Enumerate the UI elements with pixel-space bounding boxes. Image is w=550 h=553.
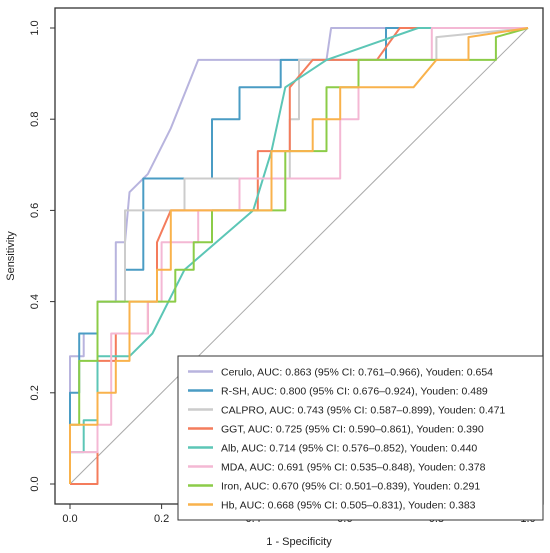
roc-series-line-7 <box>69 27 529 484</box>
roc-series-line-6 <box>69 27 529 484</box>
legend-label-5: MDA, AUC: 0.691 (95% CI: 0.535–0.848), Y… <box>221 462 486 474</box>
legend-box <box>177 355 544 521</box>
roc-series-line-4 <box>69 27 528 484</box>
y-tick-label: 1.0 <box>29 20 41 35</box>
series-layer <box>69 27 529 485</box>
y-tick-label: 0.8 <box>29 112 41 127</box>
y-tick-label: 0.6 <box>29 203 41 218</box>
y-tick-label: 0.4 <box>29 294 41 309</box>
legend: Cerulo, AUC: 0.863 (95% CI: 0.761–0.966)… <box>177 355 544 521</box>
roc-series-line-1 <box>69 27 528 484</box>
reference-diagonal-line <box>69 27 529 485</box>
legend-label-1: R-SH, AUC: 0.800 (95% CI: 0.676–0.924), … <box>221 386 488 398</box>
legend-label-0: Cerulo, AUC: 0.863 (95% CI: 0.761–0.966)… <box>221 367 493 379</box>
y-axis-title: Sensitivity <box>5 231 17 281</box>
reference-layer <box>69 27 529 485</box>
x-tick-label: 0.0 <box>62 513 77 525</box>
y-tick-label: 0.2 <box>29 385 41 400</box>
legend-label-6: Iron, AUC: 0.670 (95% CI: 0.501–0.839), … <box>221 481 480 493</box>
x-axis-title: 1 - Specificity <box>266 536 332 548</box>
roc-series-line-0 <box>69 27 528 484</box>
y-tick-label: 0.0 <box>29 476 41 491</box>
legend-label-2: CALPRO, AUC: 0.743 (95% CI: 0.587–0.899)… <box>221 405 505 417</box>
legend-label-7: Hb, AUC: 0.668 (95% CI: 0.505–0.831), Yo… <box>221 500 476 512</box>
legend-label-4: Alb, AUC: 0.714 (95% CI: 0.576–0.852), Y… <box>221 443 477 455</box>
x-tick-label: 0.2 <box>154 513 169 525</box>
legend-label-3: GGT, AUC: 0.725 (95% CI: 0.590–0.861), Y… <box>221 424 484 436</box>
